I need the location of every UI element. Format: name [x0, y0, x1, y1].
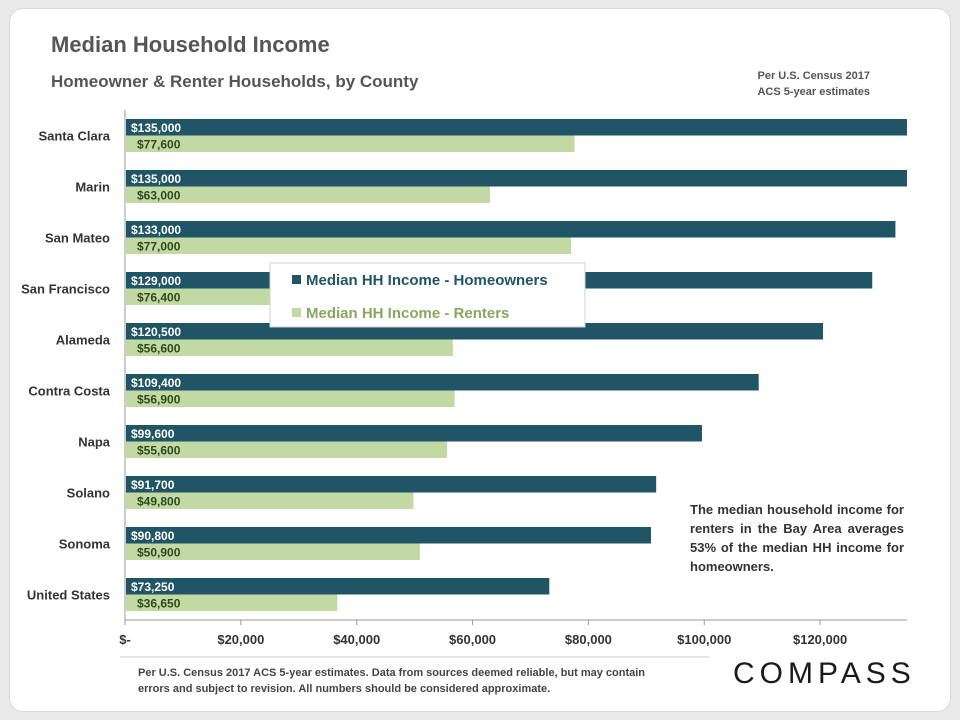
renter-data-label: $49,800	[137, 494, 181, 508]
x-tick-label: $60,000	[449, 632, 496, 647]
homeowner-bar	[126, 374, 759, 391]
homeowner-bar	[126, 578, 550, 595]
renter-data-label: $56,900	[137, 392, 181, 406]
category-label: San Mateo	[45, 231, 110, 246]
category-label: Alameda	[56, 333, 111, 348]
source-note-line-1: Per U.S. Census 2017	[757, 70, 870, 82]
category-label: Santa Clara	[38, 129, 110, 144]
legend-label-renters: Median HH Income - Renters	[306, 305, 509, 322]
homeowner-data-label: $133,000	[131, 223, 181, 237]
homeowner-bar	[126, 425, 702, 442]
source-note: Per U.S. Census 2017 ACS 5-year estimate…	[757, 68, 870, 100]
footnote: Per U.S. Census 2017 ACS 5-year estimate…	[138, 667, 646, 695]
homeowner-bar	[126, 476, 657, 493]
x-tick-label: $120,000	[793, 632, 847, 647]
homeowner-data-label: $135,000	[131, 172, 181, 186]
homeowner-bar	[126, 221, 896, 238]
homeowner-data-label: $120,500	[131, 325, 181, 339]
x-tick-label: $80,000	[565, 632, 612, 647]
homeowner-data-label: $129,000	[131, 274, 181, 288]
homeowner-data-label: $91,700	[131, 478, 175, 492]
renter-bar	[126, 135, 575, 152]
renter-bar	[126, 339, 453, 356]
homeowner-bar	[126, 527, 651, 544]
renter-data-label: $55,600	[137, 443, 181, 457]
category-label: Solano	[67, 486, 110, 501]
renter-data-label: $77,000	[137, 239, 181, 253]
renter-data-label: $50,900	[137, 545, 181, 559]
renter-bar	[126, 441, 448, 458]
category-label: Sonoma	[59, 537, 111, 552]
renter-bar	[126, 237, 572, 254]
homeowner-bar	[126, 170, 907, 187]
renter-data-label: $36,650	[137, 596, 181, 610]
chart-title: Median Household Income	[51, 32, 330, 57]
legend-swatch-renters	[292, 308, 301, 317]
renter-bar	[126, 186, 490, 203]
legend-box	[269, 262, 586, 328]
homeowner-data-label: $135,000	[131, 121, 181, 135]
category-label: United States	[27, 588, 110, 603]
callout-text: The median household income for renters …	[690, 502, 904, 574]
legend-label-homeowners: Median HH Income - Homeowners	[306, 272, 548, 289]
renter-bar	[126, 594, 338, 611]
category-label: San Francisco	[21, 282, 110, 297]
source-note-line-2: ACS 5-year estimates	[757, 86, 870, 98]
chart-subtitle: Homeowner & Renter Households, by County	[51, 72, 419, 91]
renter-bar	[126, 390, 455, 407]
homeowner-bar	[126, 119, 907, 136]
homeowner-data-label: $73,250	[131, 580, 175, 594]
category-label: Napa	[78, 435, 111, 450]
renter-bar	[126, 543, 420, 560]
category-label: Contra Costa	[28, 384, 110, 399]
renter-bar	[126, 492, 414, 509]
compass-logo: COMPASS	[733, 657, 916, 690]
homeowner-data-label: $90,800	[131, 529, 175, 543]
x-tick-label: $100,000	[677, 632, 731, 647]
x-tick-label: $40,000	[333, 632, 380, 647]
homeowner-data-label: $99,600	[131, 427, 175, 441]
category-label: Marin	[75, 180, 110, 195]
homeowner-data-label: $109,400	[131, 376, 181, 390]
x-tick-label: $20,000	[217, 632, 264, 647]
legend-swatch-homeowners	[292, 275, 301, 284]
x-tick-label: $-	[119, 632, 131, 647]
renter-data-label: $63,000	[137, 188, 181, 202]
renter-data-label: $76,400	[137, 290, 181, 304]
renter-data-label: $77,600	[137, 137, 181, 151]
renter-data-label: $56,600	[137, 341, 181, 355]
